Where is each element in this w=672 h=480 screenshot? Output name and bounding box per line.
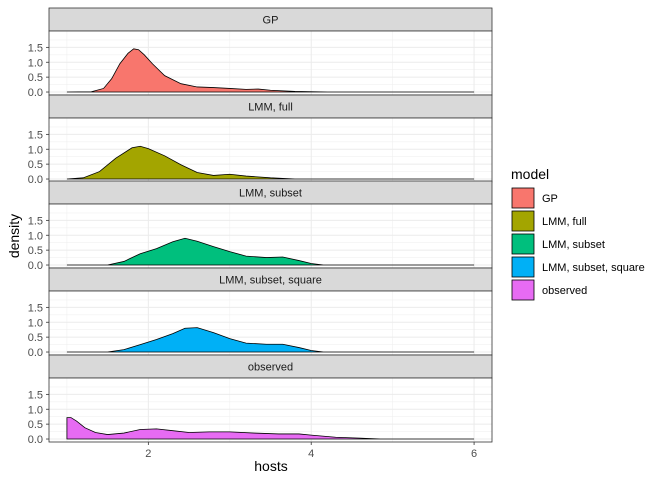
legend-label: GP: [542, 193, 558, 205]
y-tick-label: 1.0: [28, 57, 43, 69]
density-area: [66, 327, 475, 353]
y-tick-label: 0.0: [28, 174, 43, 186]
panel-border: [48, 377, 493, 443]
facet-strip-label: observed: [248, 362, 293, 374]
y-tick-label: 1.0: [28, 317, 43, 329]
facet-panel: LMM, full 0.0 0.5 1.0 1.5: [28, 94, 493, 186]
y-tick-label: 0.5: [28, 245, 43, 257]
y-tick-label: 0.5: [28, 159, 43, 171]
legend-key: [511, 256, 535, 278]
legend-label: LMM, subset, square: [542, 262, 645, 274]
y-tick-label: 0.0: [28, 347, 43, 359]
legend-label: observed: [542, 285, 587, 297]
y-tick-label: 1.0: [28, 144, 43, 156]
y-tick-label: 0.5: [28, 419, 43, 431]
y-axis-title: density: [6, 214, 22, 258]
y-tick-label: 1.5: [28, 42, 43, 54]
density-area: [66, 145, 475, 180]
x-axis: 2 4 6: [145, 442, 477, 460]
y-tick-label: 1.0: [28, 230, 43, 242]
y-tick-label: 0.0: [28, 260, 43, 272]
x-tick-label: 2: [145, 448, 151, 460]
y-tick-label: 1.5: [28, 129, 43, 141]
facet-panel: LMM, subset 0.0 0.5 1.0 1.5: [28, 180, 493, 272]
y-tick-label: 0.0: [28, 434, 43, 446]
legend: model GP LMM, full LMM, subset LMM, subset,…: [511, 166, 645, 301]
y-tick-label: 1.5: [28, 302, 43, 314]
y-tick-label: 1.5: [28, 389, 43, 401]
density-area: [66, 237, 475, 266]
y-tick-label: 0.0: [28, 87, 43, 99]
density-area: [66, 48, 475, 93]
facet-panel: GP 0.0 0.5 1.0 1.5: [28, 7, 493, 99]
facet-strip-label: LMM, subset, square: [219, 275, 322, 287]
legend-label: LMM, full: [542, 216, 587, 228]
panel-background: [49, 378, 492, 442]
y-tick-label: 0.5: [28, 72, 43, 84]
y-tick-label: 1.0: [28, 404, 43, 416]
x-tick-label: 4: [308, 448, 314, 460]
x-axis-title: hosts: [254, 458, 287, 474]
y-tick-label: 0.5: [28, 332, 43, 344]
facet-panel: observed 0.0 0.5 1.0 1.5: [28, 354, 493, 446]
legend-key: [511, 187, 535, 209]
legend-title: model: [511, 166, 549, 182]
facet-strip-label: GP: [263, 15, 279, 27]
facet-strip-label: LMM, full: [248, 102, 293, 114]
y-tick-label: 1.5: [28, 215, 43, 227]
facet-strip-label: LMM, subset: [239, 188, 302, 200]
legend-label: LMM, subset: [542, 239, 605, 251]
x-tick-label: 6: [471, 448, 477, 460]
facet-panel: LMM, subset, square 0.0 0.5 1.0 1.5: [28, 267, 493, 359]
legend-key: [511, 279, 535, 301]
legend-key: [511, 233, 535, 255]
legend-key: [511, 210, 535, 232]
density-area: [66, 417, 475, 440]
